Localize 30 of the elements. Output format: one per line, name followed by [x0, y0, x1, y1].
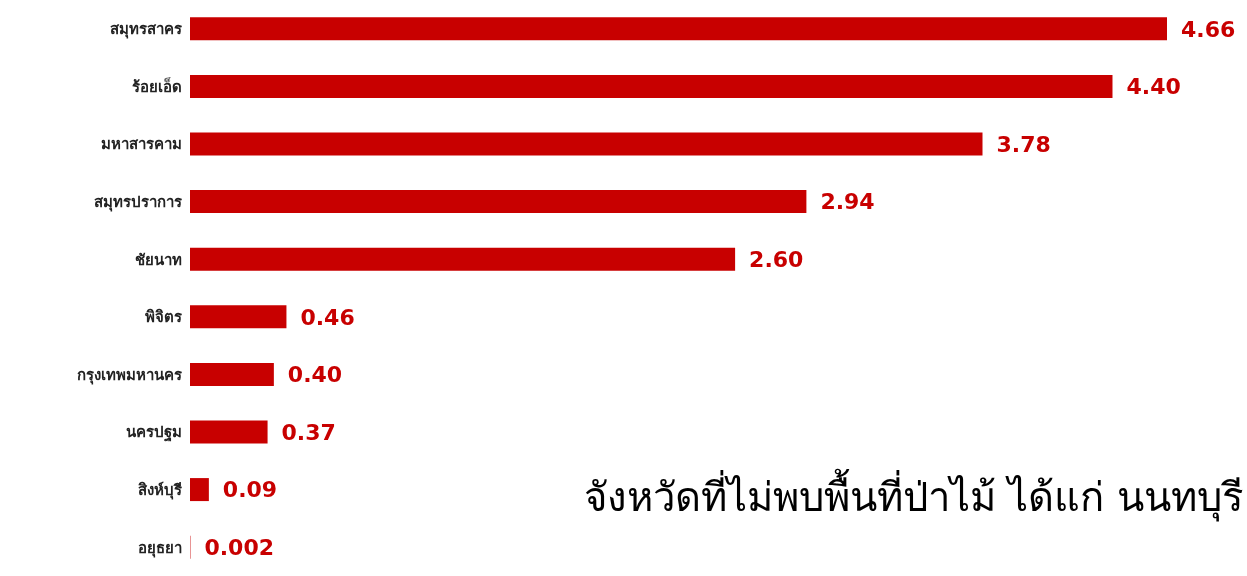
y-tick-label: สิงห์บุรี [138, 480, 183, 500]
bar [190, 420, 268, 444]
bar [190, 478, 209, 502]
y-tick-label: อยุธยา [138, 538, 182, 558]
data-label: 2.94 [820, 189, 875, 215]
data-label: 2.60 [749, 246, 804, 272]
annotation: จังหวัดที่ไม่พบพื้นที่ป่าไม้ ได้แก่ นนทบุรี [583, 467, 1243, 524]
data-label: 0.40 [287, 362, 343, 388]
bar [190, 74, 1113, 98]
data-label: 0.002 [204, 534, 275, 560]
data-label: 0.09 [222, 477, 278, 503]
bar [190, 247, 736, 271]
y-tick-label: สมุทรปราการ [94, 192, 183, 212]
bar [190, 362, 274, 386]
data-label: 0.46 [300, 304, 355, 330]
data-label: 3.78 [996, 131, 1051, 157]
y-tick-label: ร้อยเอ็ด [132, 76, 182, 96]
data-label: 0.37 [281, 419, 336, 445]
y-tick-label: สมุทรสาคร [110, 20, 183, 40]
y-tick-label: ชัยนาท [135, 250, 182, 269]
bar [190, 17, 1167, 41]
data-label: 4.66 [1181, 16, 1236, 42]
y-tick-label: พิจิตร [145, 308, 183, 327]
data-label: 4.40 [1126, 74, 1181, 100]
y-tick-label: กรุงเทพมหานคร [77, 365, 183, 385]
bar [190, 305, 287, 329]
bar [190, 132, 983, 156]
y-tick-label: มหาสารคาม [101, 135, 182, 154]
y-tick-label: นครปฐม [126, 423, 182, 443]
bar [190, 190, 807, 214]
